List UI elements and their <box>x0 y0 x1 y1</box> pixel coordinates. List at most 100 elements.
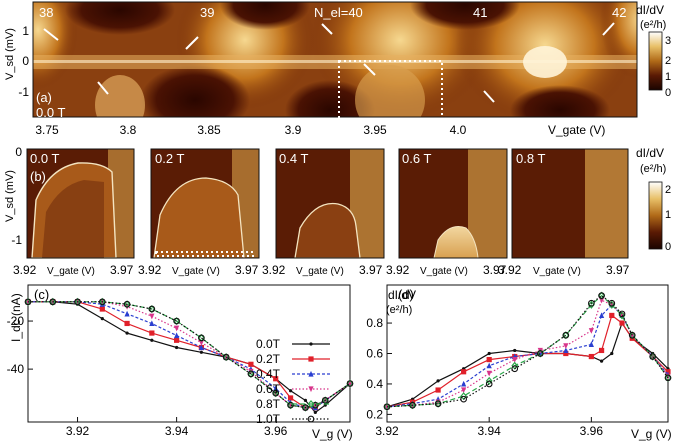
data-point <box>608 300 616 309</box>
panel-b-field-3: 0.4 T <box>279 151 308 166</box>
panel-b-field-4: 0.6 T <box>402 151 431 166</box>
x-tick-label: 3.94 <box>478 424 502 438</box>
data-point <box>588 353 594 360</box>
colorbar-b-tick: 0 <box>665 241 671 253</box>
panel-b-xleft: 3.92 <box>262 263 286 277</box>
panel-b-subplot-3: 0.4 T <box>275 148 385 259</box>
series-line <box>386 294 669 408</box>
panel-b-subplot-2: 0.2 T <box>150 148 260 259</box>
data-point <box>618 311 626 320</box>
panel-b-xleft: 3.92 <box>13 263 37 277</box>
colorbar-a-tick: 2 <box>665 55 671 67</box>
data-point <box>222 353 230 361</box>
panel-b-field-5: 0.8 T <box>516 151 545 166</box>
data-point <box>588 328 594 334</box>
y-tick-label: 0.6 <box>366 347 383 361</box>
series-0.8T <box>383 291 672 411</box>
data-point <box>434 400 442 408</box>
data-point <box>124 320 130 327</box>
panel-b-field-2: 0.2 T <box>155 151 184 166</box>
series-0.2T <box>25 299 353 411</box>
panel-b-xlabel: V_gate (V) <box>420 266 468 277</box>
panel-b-field-1: 0.0 T <box>30 151 59 166</box>
panel-b-subplot-4: 0.6 T <box>398 148 508 259</box>
series-1.0T <box>383 292 672 411</box>
data-point <box>485 380 493 388</box>
data-point <box>383 403 391 411</box>
zoom-box <box>338 60 443 120</box>
panel-c-plot: 3.92 3.94 3.96-40-20V_g (V)I_dc (nA)0.0T0.… <box>7 293 354 441</box>
data-point <box>174 325 180 332</box>
data-point <box>487 351 491 356</box>
series-line <box>386 299 669 408</box>
data-point <box>485 376 493 385</box>
panel-c: (c) 3.92 3.94 3.96 -40 -20 V_g (V) I_dc (nA) 0.… <box>7 284 354 441</box>
data-point <box>309 342 313 346</box>
series-0.4T <box>25 298 353 411</box>
panel-b-label: (b) <box>30 169 46 184</box>
data-point <box>303 398 308 402</box>
panel-b-subplot-1: 0.0 T (b) <box>26 148 135 259</box>
legend-label: 0.0T <box>256 337 281 351</box>
data-point <box>598 297 605 304</box>
data-point <box>435 387 441 393</box>
y-axis-label: dI/dV <box>388 288 416 302</box>
colorbar-b: dI/dV (e²/h) 2 1 0 <box>636 146 671 253</box>
panel-b-yticks: 0 -1 <box>11 145 22 247</box>
data-point <box>628 331 636 339</box>
panel-c-frame <box>27 284 351 423</box>
data-point <box>486 370 492 377</box>
panel-b-xlabel: V_gate (V) <box>296 266 344 277</box>
data-point <box>598 312 605 319</box>
y-tick-label: 0.2 <box>366 407 383 421</box>
panel-b-xright: 3.97 <box>483 263 507 277</box>
panel-a: 38 39 N_el=40 41 42 (a) 0.0 T V_sd (mV) … <box>4 1 638 137</box>
panel-a-xtick: 4.0 <box>450 123 467 137</box>
data-point <box>198 334 205 342</box>
panel-b: V_sd (mV) 0 -1 0.0 T (b) 0.2 T <box>4 145 630 277</box>
panel-a-yticks: 1 0 -1 <box>18 24 29 99</box>
data-point <box>618 310 626 318</box>
panel-a-xtick: 3.85 <box>197 123 221 137</box>
panel-b-xright: 3.97 <box>606 263 630 277</box>
data-point <box>486 356 492 363</box>
arrow-3 <box>321 23 333 35</box>
data-point <box>288 389 293 393</box>
data-point <box>563 347 569 354</box>
panel-a-ytick: 1 <box>22 24 29 38</box>
x-tick-label: 3.92 <box>66 424 90 438</box>
panel-a-xtick: 3.8 <box>120 123 137 137</box>
data-point <box>536 350 544 357</box>
panel-a-field: 0.0 T <box>36 105 65 120</box>
arrow-7 <box>483 90 495 103</box>
panel-b-ylabel: V_sd (mV) <box>4 170 16 222</box>
legend-label: 0.2T <box>256 352 281 366</box>
panel-d-plot: 3.92 3.94 3.96 0.2 0.4 0.6 0.8 V_g (V) dI/dV (e²/… <box>366 288 671 441</box>
data-point <box>74 298 81 306</box>
panel-b-xleft: 3.92 <box>138 263 162 277</box>
x-tick-label: 3.96 <box>580 424 604 438</box>
series-line <box>386 294 669 408</box>
data-point <box>99 306 105 312</box>
colorbar-a-title: dI/dV <box>636 3 664 17</box>
panel-b-xlabel: V_gate (V) <box>533 266 581 277</box>
panel-a-xlabel: V_gate (V) <box>548 123 605 137</box>
panel-a-ytick: 0 <box>22 54 29 68</box>
arrow-2 <box>185 36 199 50</box>
panel-a-xtick: 3.95 <box>363 123 387 137</box>
electron-numbers: 38 39 N_el=40 41 42 <box>39 5 626 20</box>
x-axis-label: V_g (V) <box>312 427 353 441</box>
data-point <box>149 313 155 320</box>
panel-a-xtick: 3.9 <box>285 123 302 137</box>
series-line <box>28 301 351 409</box>
data-point <box>100 317 104 321</box>
data-point <box>174 332 180 339</box>
electron-number-39: 39 <box>200 5 214 20</box>
data-point <box>587 300 595 309</box>
legend: 0.0T0.2T0.4T0.6T0.8T1.0T <box>256 337 330 426</box>
data-point <box>436 379 440 383</box>
data-point <box>149 320 155 327</box>
colorbar-a-tick: 0 <box>665 87 671 99</box>
series-0.8T <box>24 297 354 412</box>
